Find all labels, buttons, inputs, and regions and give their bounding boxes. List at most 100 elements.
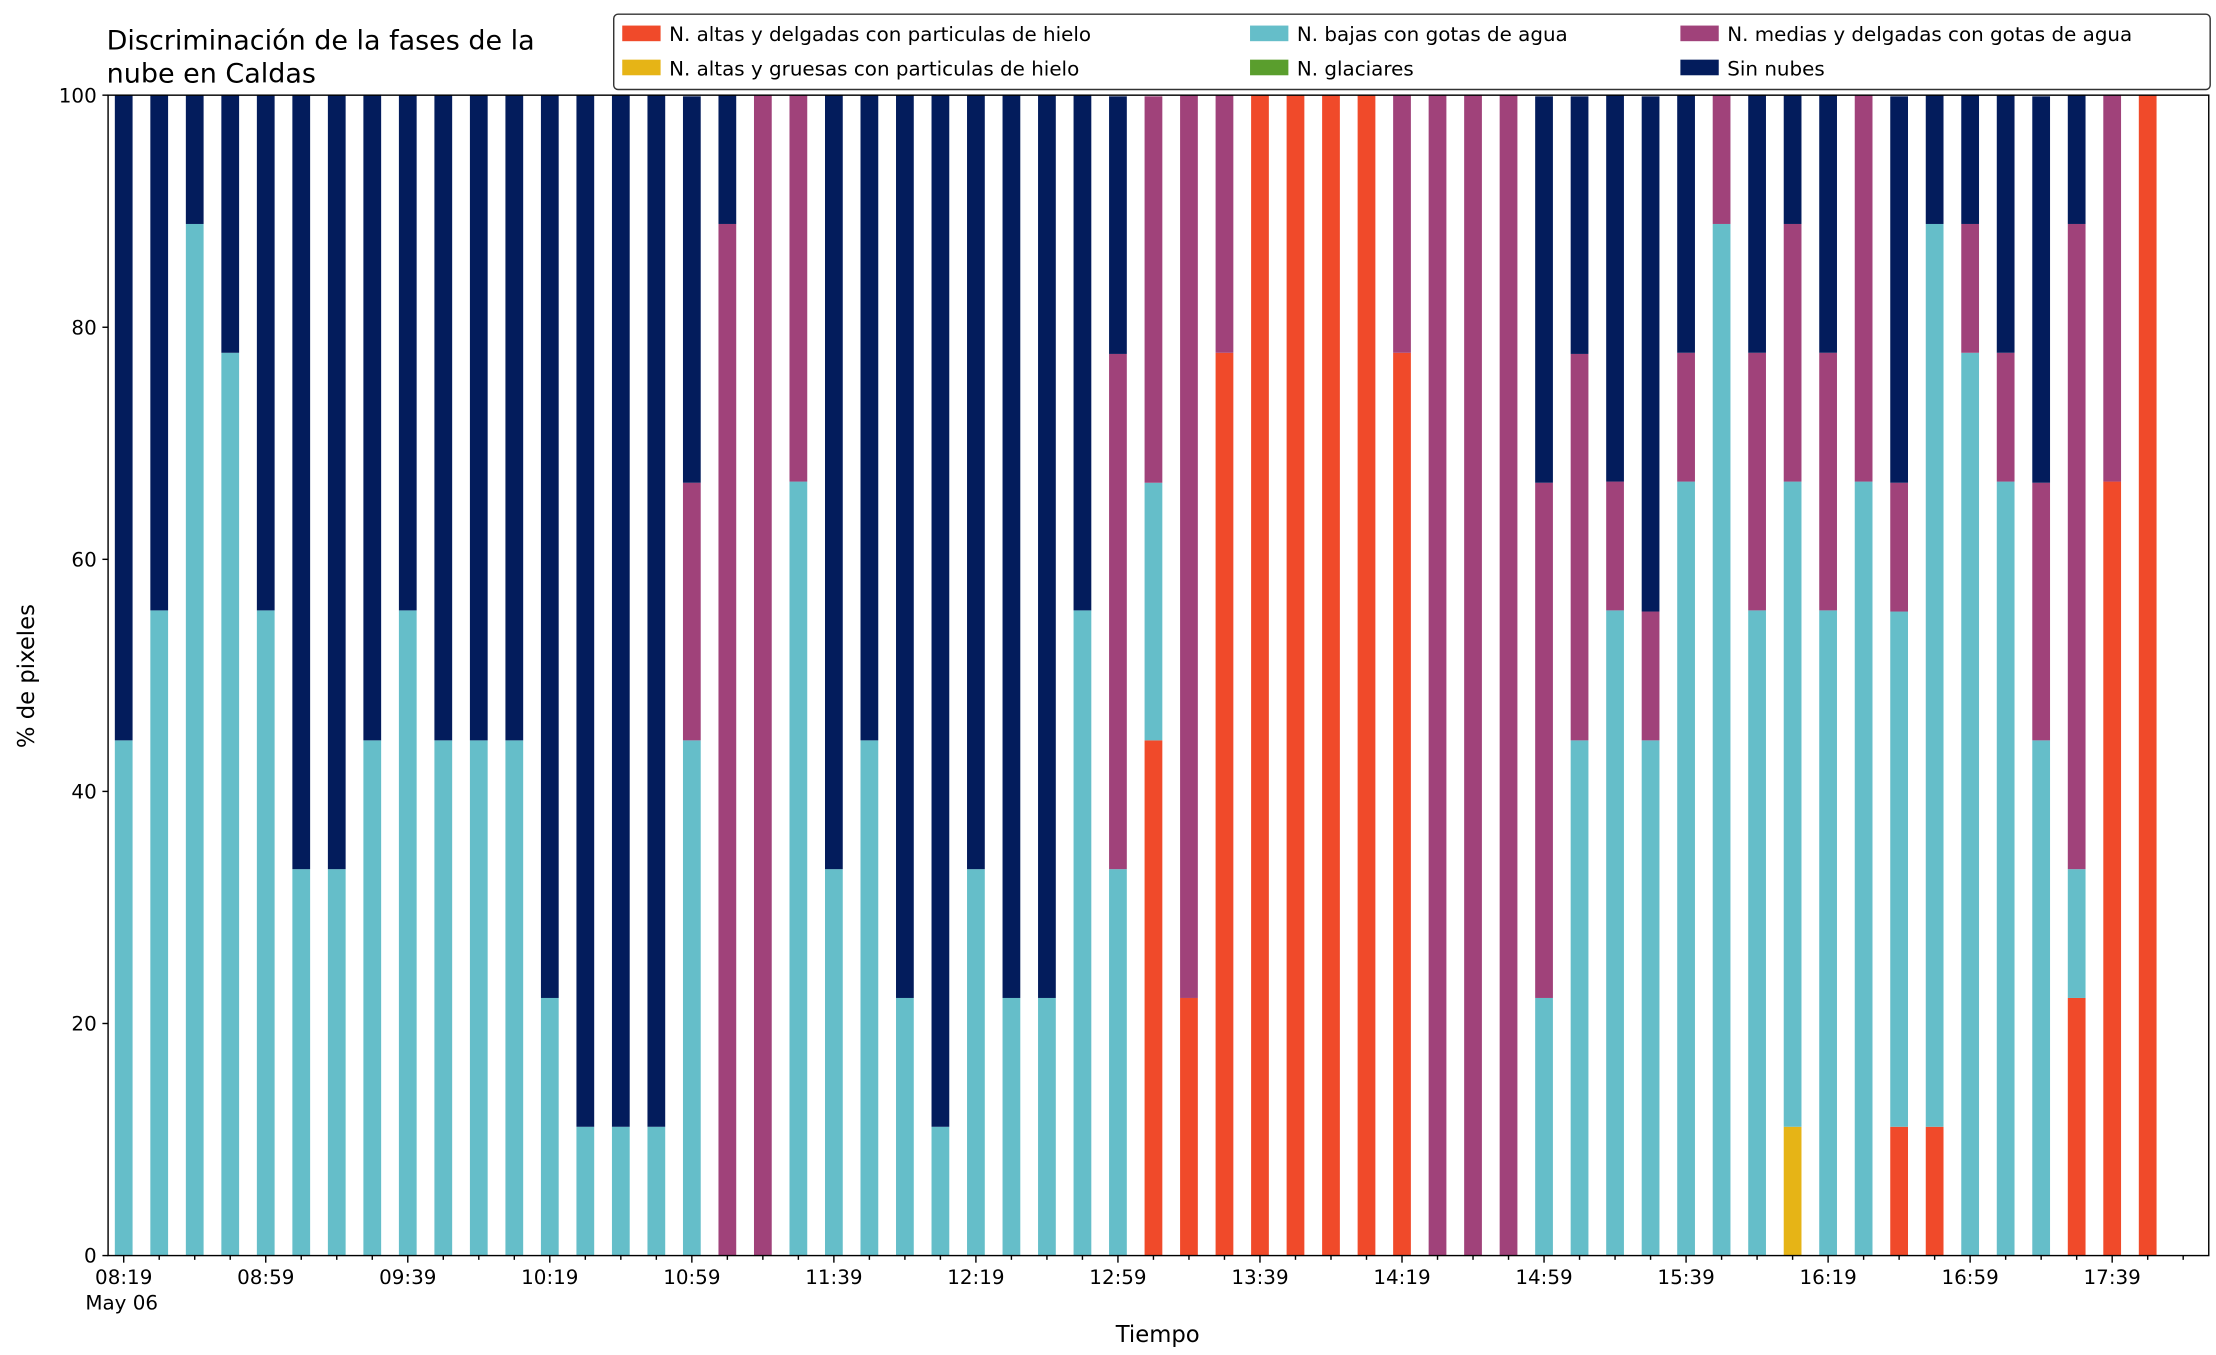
bar-segment — [434, 740, 453, 1256]
bar-segment — [1890, 96, 1909, 483]
bar-segment — [1925, 95, 1944, 224]
bar-segment — [1535, 997, 1553, 1256]
x-tick-label: 15:39 — [1657, 1266, 1714, 1289]
bar-segment — [256, 95, 275, 611]
bar-segment — [221, 352, 240, 1256]
bar-segment — [1109, 96, 1127, 354]
bar-segment — [1393, 95, 1411, 353]
bar-segment — [1180, 95, 1198, 998]
bar-segment — [931, 1126, 950, 1256]
x-tick-label: 13:39 — [1231, 1266, 1288, 1289]
bar-segment — [505, 95, 524, 741]
bar-segment — [2067, 223, 2086, 870]
x-axis-label: Tiempo — [1115, 1322, 1200, 1348]
bar-segment — [647, 95, 666, 1127]
bar-segment — [824, 95, 843, 870]
date-label: May 06 — [85, 1292, 158, 1315]
bar-segment — [1641, 740, 1660, 1256]
legend-swatch — [1680, 59, 1719, 76]
bar-segment — [611, 95, 630, 1127]
bar-segment — [753, 95, 772, 1256]
bar-segment — [1961, 95, 1980, 224]
bar-segment — [1038, 95, 1056, 998]
bar-segment — [1641, 96, 1660, 612]
bar-segment — [1109, 869, 1127, 1256]
bar-segment — [2067, 95, 2086, 224]
bar-segment — [789, 481, 808, 1256]
bar-segment — [185, 95, 204, 224]
bar-segment — [1925, 1126, 1944, 1256]
bar-segment — [1251, 95, 1269, 1256]
bar-segment — [1535, 482, 1553, 998]
bar-segment — [1783, 95, 1802, 224]
bar-segment — [221, 95, 240, 353]
y-tick-label: 0 — [84, 1245, 97, 1268]
bar-segment — [327, 95, 346, 870]
bar-segment — [967, 869, 985, 1256]
bar-segment — [1641, 611, 1660, 741]
bar-segment — [896, 95, 914, 998]
bar-segment — [2067, 869, 2086, 998]
bar-segment — [1996, 95, 2015, 353]
x-tick-label: 10:59 — [663, 1266, 720, 1289]
x-tick-label: 14:19 — [1373, 1266, 1430, 1289]
legend-swatch — [1250, 59, 1289, 76]
bar-segment — [1783, 1126, 1802, 1256]
bar-segment — [2138, 95, 2157, 1256]
legend-label: N. altas y gruesas con particulas de hie… — [669, 57, 1079, 80]
bar-segment — [1996, 481, 2015, 1256]
bar-segment — [292, 869, 311, 1256]
bar-segment — [1002, 997, 1021, 1256]
bar-segment — [1996, 352, 2015, 482]
bar-segment — [2067, 997, 2086, 1256]
bar-segment — [1961, 223, 1980, 353]
bar-segment — [1854, 95, 1873, 482]
bar-segment — [505, 740, 524, 1256]
y-tick-label: 100 — [59, 84, 97, 107]
bar-segment — [540, 95, 559, 998]
legend-swatch — [622, 25, 661, 42]
bar-segment — [1109, 353, 1127, 870]
bar-segment — [967, 95, 985, 870]
bar-segment — [1570, 740, 1589, 1256]
bar-segment — [1393, 352, 1411, 1256]
bar-segment — [1215, 352, 1234, 1256]
x-tick-label: 12:59 — [1089, 1266, 1146, 1289]
bar-segment — [363, 95, 382, 741]
bar-segment — [1144, 740, 1163, 1256]
x-tick-label: 14:59 — [1515, 1266, 1572, 1289]
bar-segment — [1038, 997, 1056, 1256]
bar-segment — [398, 95, 417, 611]
bar-segment — [150, 610, 169, 1256]
bar-segment — [1180, 997, 1198, 1256]
chart-title: Discriminación de la fases de la — [107, 26, 535, 57]
bar-segment — [1606, 481, 1624, 611]
bar-segment — [1144, 96, 1163, 483]
bar-segment — [114, 740, 133, 1256]
bar-segment — [824, 869, 843, 1256]
bar-segment — [1499, 95, 1518, 1256]
x-tick-label: 16:59 — [1942, 1266, 1999, 1289]
bar-segment — [434, 95, 453, 741]
bar-segment — [1783, 481, 1802, 1127]
x-tick-label: 17:39 — [2084, 1266, 2141, 1289]
bar-segment — [1748, 95, 1766, 353]
bar-segment — [1002, 95, 1021, 998]
legend-swatch — [1250, 25, 1289, 42]
bar-segment — [327, 869, 346, 1256]
bar-segment — [469, 95, 488, 741]
bar-segment — [1215, 95, 1234, 353]
bar-segment — [576, 1126, 595, 1256]
bar-segment — [1570, 96, 1589, 354]
bar-segment — [363, 740, 382, 1256]
bar-segment — [1464, 95, 1482, 1256]
bar-segment — [1890, 1126, 1909, 1256]
bar-segment — [540, 997, 559, 1256]
x-tick-label: 16:19 — [1799, 1266, 1856, 1289]
x-tick-label: 09:39 — [379, 1266, 436, 1289]
bar-segment — [469, 740, 488, 1256]
bar-segment — [1748, 610, 1766, 1256]
bar-segment — [896, 997, 914, 1256]
bar-segment — [2032, 482, 2051, 741]
bar-segment — [398, 610, 417, 1256]
